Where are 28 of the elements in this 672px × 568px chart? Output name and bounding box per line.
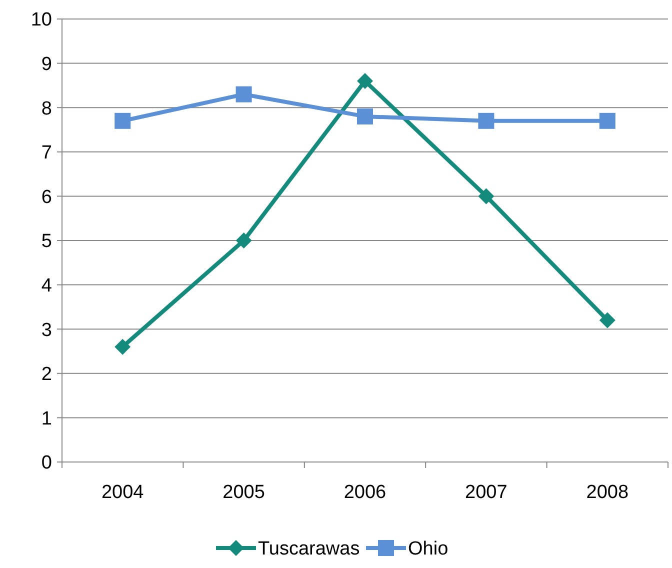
y-tick-label: 5 [41,231,52,252]
y-tick-label: 0 [41,452,52,474]
point [357,108,373,124]
y-tick-label: 9 [41,54,52,75]
y-tick-label: 10 [30,10,52,31]
point [357,73,373,90]
y-tick-label: 7 [41,142,52,164]
x-tick-label: 2008 [586,482,629,503]
legend-label: Ohio [408,538,448,560]
y-tick-label: 3 [41,320,52,341]
x-tick-label: 2004 [101,482,144,503]
point [114,112,131,129]
point [114,338,131,355]
x-tick-label: 2006 [344,482,386,503]
y-tick-label: 6 [41,186,52,208]
point [478,112,494,129]
legend-label: Tuscarawas [258,538,360,560]
y-tick-label: 4 [41,275,52,296]
x-tick-label: 2005 [222,482,265,503]
point [236,86,252,102]
y-tick-label: 8 [41,98,52,120]
point [599,112,616,129]
x-tick-label: 2007 [465,482,508,503]
point [599,312,616,328]
point [478,188,494,204]
y-tick-label: 1 [41,408,52,430]
y-tick-label: 2 [41,364,52,386]
point [236,232,252,248]
